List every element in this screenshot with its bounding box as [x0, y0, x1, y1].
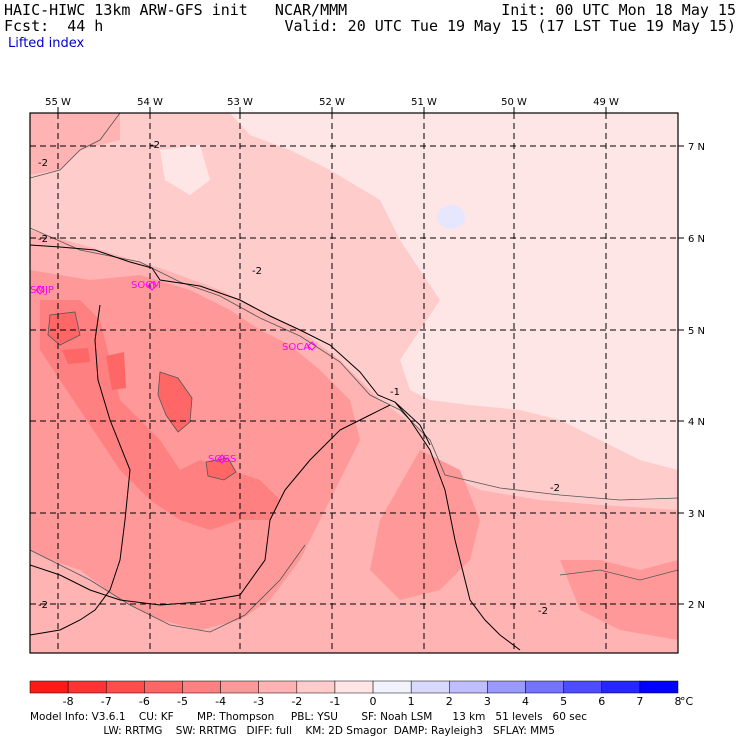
- colorbar-swatch: [449, 680, 488, 694]
- station-label-soca: SOCA: [282, 342, 310, 353]
- lon-label: 50 W: [501, 97, 527, 108]
- colorbar-swatch: [487, 680, 526, 694]
- contour-label: -1: [390, 387, 400, 398]
- contour-label: -2: [550, 483, 560, 494]
- colorbar-tick-label: -3: [253, 695, 264, 708]
- contour-label: -2: [38, 600, 48, 611]
- contour-label: -2: [538, 606, 548, 617]
- colorbar-tick-label: -1: [329, 695, 340, 708]
- colorbar-tick-label: 6: [598, 695, 605, 708]
- station-label-socm: SOCM: [131, 280, 161, 291]
- colorbar-swatch: [296, 680, 336, 694]
- colorbar-tick-label: -2: [291, 695, 302, 708]
- colorbar-swatch: [144, 680, 183, 694]
- lat-label: 5 N: [688, 326, 705, 337]
- colorbar-swatch: [410, 680, 450, 694]
- colorbar-swatch: [639, 680, 679, 694]
- lon-label: 54 W: [137, 97, 163, 108]
- colorbar-tick-label: 5: [560, 695, 567, 708]
- contour-label: -2: [38, 158, 48, 169]
- colorbar-tick-label: 4: [522, 695, 529, 708]
- map-frame: [29, 112, 679, 654]
- contour-lines: [30, 113, 678, 633]
- colorbar-tick-label: 7: [636, 695, 643, 708]
- model-title: HAIC-HIWC 13km ARW-GFS init NCAR/MMM: [4, 1, 348, 19]
- colorbar-tick-label: 1: [408, 695, 415, 708]
- lat-label: 4 N: [688, 417, 705, 428]
- colorbar-swatch: [601, 680, 641, 694]
- colorbar-tick-label: -4: [215, 695, 226, 708]
- colorbar-swatch: [105, 680, 145, 694]
- colorbar-swatch: [334, 680, 374, 694]
- lon-label: 55 W: [45, 97, 71, 108]
- colorbar-swatch: [563, 680, 603, 694]
- model-info-line1: Model Info: V3.6.1 CU: KF MP: Thompson P…: [30, 711, 587, 723]
- colorbar-swatch: [220, 680, 259, 694]
- colorbar-swatch: [372, 680, 412, 694]
- lat-label: 2 N: [688, 600, 705, 611]
- latlon-grid: [30, 113, 678, 653]
- colorbar-tick-label: 8: [675, 695, 682, 708]
- field-name: Lifted index: [8, 36, 85, 51]
- station-label-sogs: SOGS: [208, 454, 236, 465]
- colorbar-tick-label: -5: [177, 695, 188, 708]
- colorbar-unit: °C: [680, 695, 694, 708]
- lon-label: 52 W: [319, 97, 345, 108]
- colorbar-tick-label: -7: [101, 695, 112, 708]
- lat-label: 6 N: [688, 234, 705, 245]
- lon-label: 51 W: [411, 97, 437, 108]
- colorbar-swatch: [182, 680, 221, 694]
- station-label-smjp: SMJP: [30, 285, 54, 296]
- colorbar-swatch: [29, 680, 69, 694]
- lon-label: 53 W: [227, 97, 253, 108]
- lat-label: 7 N: [688, 142, 705, 153]
- contour-label: -2: [252, 266, 262, 277]
- colorbar-tick-label: 0: [370, 695, 377, 708]
- colorbar-tick-label: -8: [63, 695, 74, 708]
- colorbar-swatch: [67, 680, 107, 694]
- lat-label: 3 N: [688, 509, 705, 520]
- colorbar-tick-label: -6: [139, 695, 150, 708]
- valid-time: Valid: 20 UTC Tue 19 May 15 (17 LST Tue …: [284, 17, 736, 35]
- contour-label: -2: [150, 140, 160, 151]
- forecast-hour: Fcst: 44 h: [4, 17, 104, 35]
- lon-label: 49 W: [593, 97, 619, 108]
- colorbar-tick-label: 2: [446, 695, 453, 708]
- station-markers: [35, 281, 317, 464]
- colorbar: -8 -7 -6 -5 -4 -3 -2 -1 0 1 2 3 4 5 6 7 8°C: [29, 680, 694, 708]
- lifted-index-fill: [30, 113, 678, 653]
- model-info-line2: LW: RRTMG SW: RRTMG DIFF: full KM: 2D Sm…: [30, 725, 555, 737]
- contour-label: -2: [38, 234, 48, 245]
- init-time: Init: 00 UTC Mon 18 May 15: [501, 1, 736, 19]
- colorbar-swatch: [258, 680, 298, 694]
- colorbar-swatch: [525, 680, 564, 694]
- colorbar-tick-label: 3: [484, 695, 491, 708]
- axis-ticks: [57, 107, 684, 605]
- coastline-borders: [30, 244, 521, 651]
